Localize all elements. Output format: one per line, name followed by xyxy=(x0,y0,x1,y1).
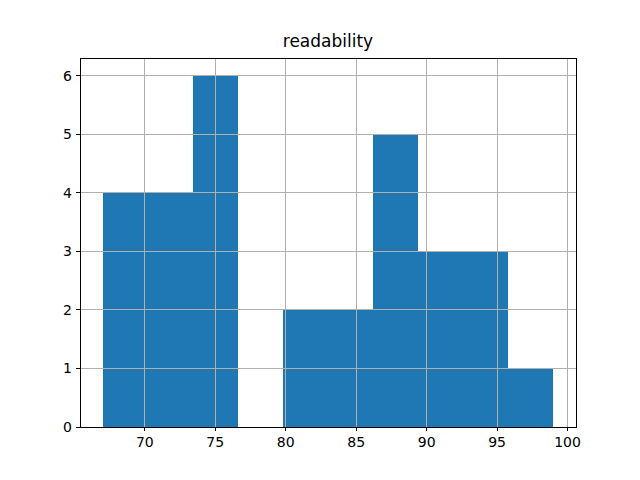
y-tick-label: 0 xyxy=(63,419,72,435)
y-tick-label: 6 xyxy=(63,68,72,84)
x-tick-label: 70 xyxy=(136,434,154,450)
x-tick-label: 80 xyxy=(277,434,295,450)
x-tick-label: 85 xyxy=(347,434,365,450)
figure-canvas: readability 7075808590951000123456 xyxy=(0,0,640,480)
histogram-chart: 70 75 80 85 90 95 100 0 1 2 3 4 5 6 xyxy=(0,0,640,480)
histogram-bar xyxy=(463,251,508,427)
x-tick-label: 75 xyxy=(206,434,224,450)
x-tick-label: 95 xyxy=(488,434,506,450)
histogram-bar xyxy=(373,134,418,427)
histogram-bar xyxy=(508,368,553,427)
x-tick-label: 100 xyxy=(554,434,581,450)
y-tick-label: 1 xyxy=(63,360,72,376)
histogram-bar xyxy=(418,251,463,427)
y-tick-label: 4 xyxy=(63,185,72,201)
x-tick-label: 90 xyxy=(418,434,436,450)
y-tick-label: 3 xyxy=(63,243,72,259)
y-tick-label: 2 xyxy=(63,302,72,318)
y-tick-label: 5 xyxy=(63,126,72,142)
